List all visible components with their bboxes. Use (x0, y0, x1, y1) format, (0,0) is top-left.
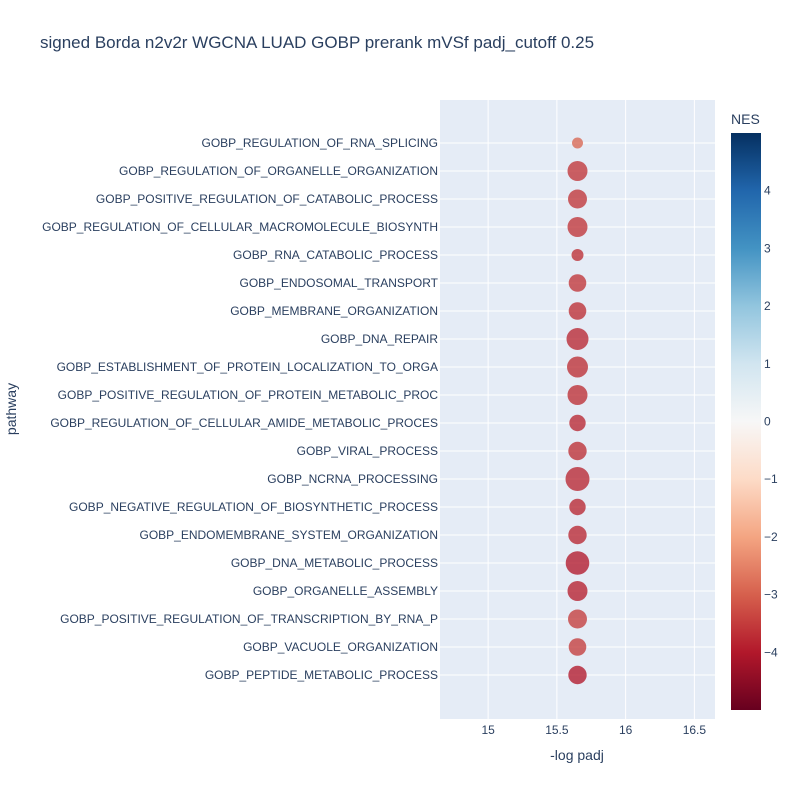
data-point (565, 467, 590, 491)
data-point (567, 161, 588, 181)
data-point (565, 551, 590, 575)
colorbar-tick-label: 4 (764, 184, 771, 198)
points (565, 137, 590, 685)
y-tick-labels: GOBP_REGULATION_OF_RNA_SPLICING GOBP_REGU… (42, 136, 439, 682)
y-tick-label: GOBP_ESTABLISHMENT_OF_PROTEIN_LOCALIZATI… (57, 360, 438, 374)
data-point (568, 665, 587, 685)
colorbar-ticks: 4 3 2 1 0 −1 −2 −3 −4 (764, 184, 778, 660)
y-tick-label: GOBP_VACUOLE_ORGANIZATION (243, 640, 438, 654)
y-tick-label: GOBP_DNA_REPAIR (321, 332, 438, 346)
chart-title: signed Borda n2v2r WGCNA LUAD GOBP prera… (40, 33, 595, 52)
y-tick-label: GOBP_ENDOMEMBRANE_SYSTEM_ORGANIZATION (140, 528, 439, 542)
x-tick-label: 15 (481, 723, 495, 737)
y-tick-label: GOBP_NEGATIVE_REGULATION_OF_BIOSYNTHETIC… (69, 500, 438, 514)
y-tick-label: GOBP_PEPTIDE_METABOLIC_PROCESS (205, 668, 438, 682)
data-point (568, 441, 587, 461)
colorbar-tick-label: 3 (764, 241, 771, 255)
data-point (568, 274, 587, 292)
colorbar-tick-label: 1 (764, 357, 771, 371)
data-point (569, 414, 586, 432)
y-tick-label: GOBP_ENDOSOMAL_TRANSPORT (240, 276, 439, 290)
colorbar-tick-label: −3 (764, 588, 778, 602)
x-tick-labels: 15 15.5 16 16.5 (481, 723, 706, 737)
y-tick-label: GOBP_NCRNA_PROCESSING (267, 472, 438, 486)
data-point (568, 189, 587, 209)
colorbar-tick-label: 2 (764, 299, 771, 313)
colorbar (731, 133, 761, 710)
x-tick-label: 16.5 (683, 723, 707, 737)
data-point (572, 137, 583, 149)
y-tick-label: GOBP_ORGANELLE_ASSEMBLY (253, 584, 438, 598)
data-point (568, 525, 587, 545)
y-tick-label: GOBP_REGULATION_OF_CELLULAR_MACROMOLECUL… (42, 220, 438, 234)
y-tick-label: GOBP_REGULATION_OF_RNA_SPLICING (201, 136, 438, 150)
data-point (567, 581, 588, 601)
y-tick-label: GOBP_VIRAL_PROCESS (297, 444, 438, 458)
data-point (568, 638, 587, 656)
data-point (568, 609, 587, 629)
y-tick-label: GOBP_POSITIVE_REGULATION_OF_TRANSCRIPTIO… (60, 612, 438, 626)
data-point (569, 498, 586, 516)
data-point (566, 328, 589, 350)
data-point (567, 217, 588, 237)
x-tick-label: 16 (619, 723, 633, 737)
y-tick-label: GOBP_POSITIVE_REGULATION_OF_CATABOLIC_PR… (96, 192, 438, 206)
colorbar-tick-label: −2 (764, 530, 778, 544)
x-tick-label: 15.5 (545, 723, 569, 737)
data-point (568, 302, 587, 320)
colorbar-tick-label: −1 (764, 472, 778, 486)
data-point (567, 356, 588, 378)
data-point (571, 249, 584, 261)
x-axis-title: -log padj (550, 747, 604, 763)
y-axis-title: pathway (3, 383, 19, 435)
colorbar-tick-label: 0 (764, 415, 771, 429)
colorbar-tick-label: −4 (764, 645, 778, 659)
y-tick-label: GOBP_REGULATION_OF_ORGANELLE_ORGANIZATIO… (119, 164, 438, 178)
y-tick-label: GOBP_MEMBRANE_ORGANIZATION (230, 304, 438, 318)
y-tick-label: GOBP_POSITIVE_REGULATION_OF_PROTEIN_META… (58, 388, 439, 402)
y-tick-label: GOBP_DNA_METABOLIC_PROCESS (231, 556, 438, 570)
data-point (567, 385, 588, 405)
colorbar-title: NES (731, 111, 760, 127)
y-tick-label: GOBP_RNA_CATABOLIC_PROCESS (233, 248, 438, 262)
y-tick-label: GOBP_REGULATION_OF_CELLULAR_AMIDE_METABO… (50, 416, 438, 430)
